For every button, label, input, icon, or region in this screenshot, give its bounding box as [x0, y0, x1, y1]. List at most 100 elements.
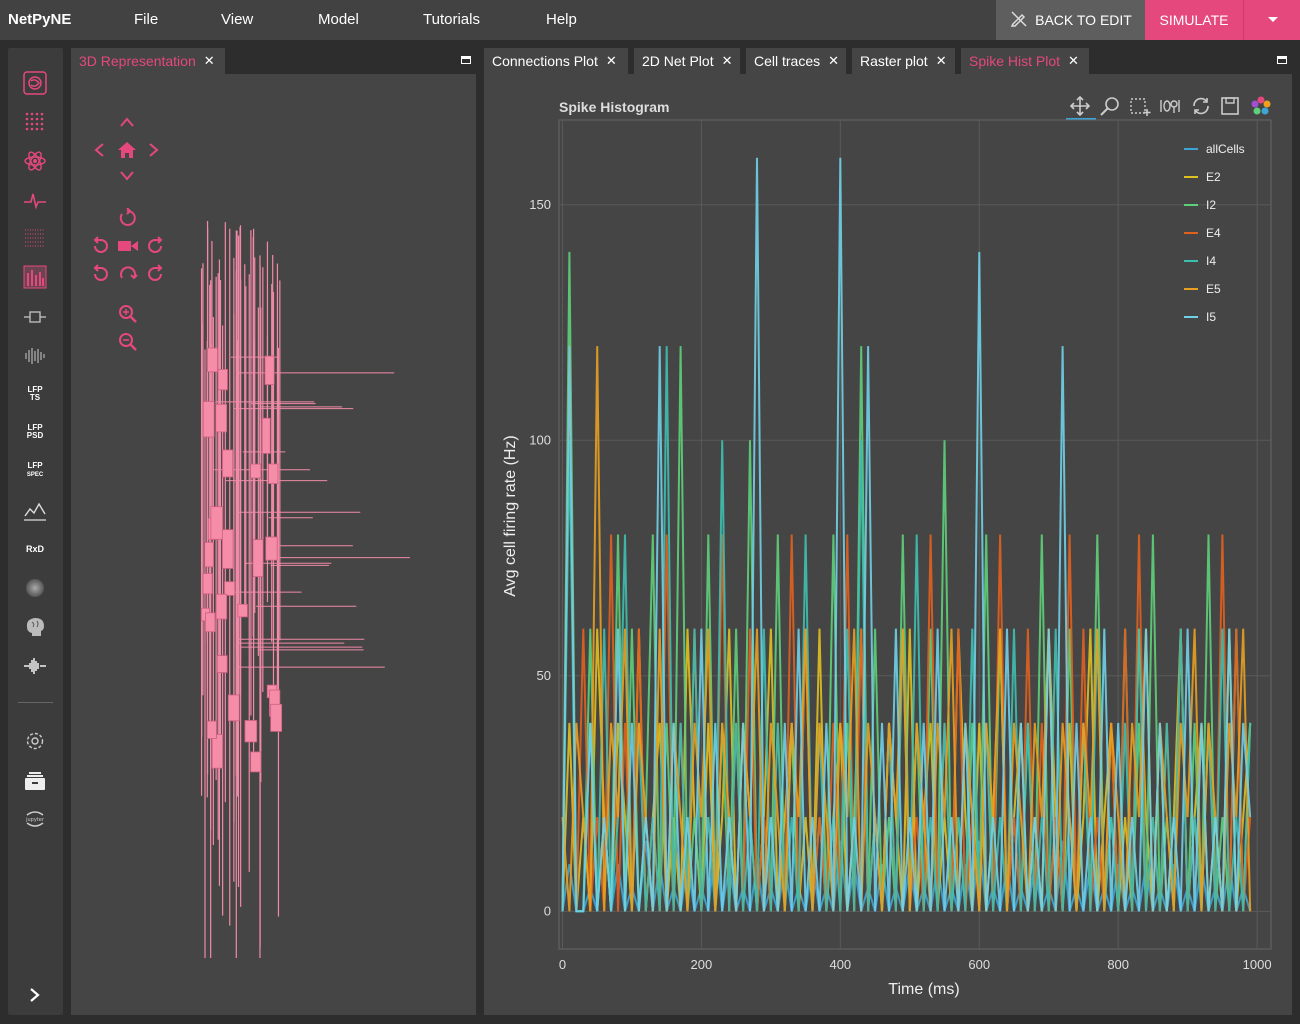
cell-soma	[211, 734, 224, 769]
close-icon[interactable]: ✕	[721, 53, 733, 68]
menu-file[interactable]: File	[134, 11, 159, 28]
spike-histogram-chart[interactable]: 0 200 400 600 800 1000 0 50 100 150 Time (ms) Avg…	[484, 48, 1292, 1015]
gear-icon[interactable]	[20, 728, 50, 754]
pan-down-icon[interactable]	[119, 170, 135, 182]
rxd-icon[interactable]: RxD	[25, 544, 44, 554]
cell-soma	[222, 449, 234, 478]
rotate-icon[interactable]	[117, 208, 137, 228]
pan-right-icon[interactable]	[148, 142, 160, 158]
simulate-dropdown-button[interactable]	[1243, 0, 1300, 40]
lfp-psd-icon[interactable]: LFP PSD	[26, 423, 44, 440]
zoom-in-icon[interactable]	[118, 304, 138, 324]
legend-item[interactable]: I2	[1184, 198, 1216, 212]
legend-item[interactable]: I4	[1184, 254, 1216, 268]
plot-frame	[558, 119, 1272, 950]
cell-soma	[268, 463, 279, 484]
cell-soma	[206, 720, 217, 739]
tab-cell-traces[interactable]: Cell traces ✕	[746, 48, 846, 74]
close-icon[interactable]: ✕	[605, 53, 617, 68]
cell-soma	[252, 539, 264, 578]
legend-swatch	[1184, 232, 1198, 234]
maximize-panel-button[interactable]	[461, 56, 471, 64]
cell-soma	[205, 612, 216, 633]
cell-grid-icon[interactable]	[20, 109, 50, 135]
back-to-edit-label: BACK TO EDIT	[1035, 12, 1132, 28]
zoom-out-icon[interactable]	[118, 332, 138, 352]
menu-tutorials[interactable]: Tutorials	[423, 11, 480, 28]
bokeh-logo-icon[interactable]	[1250, 95, 1272, 117]
x-tick-label: 800	[1107, 957, 1129, 972]
spin-icon[interactable]	[118, 264, 138, 284]
cell-soma	[202, 573, 213, 595]
rotate-left-icon[interactable]	[91, 236, 111, 256]
menu-help[interactable]: Help	[546, 11, 577, 28]
chart-title: Spike Histogram	[559, 99, 670, 115]
tab-3d-representation[interactable]: 3D Representation ✕	[71, 48, 225, 74]
legend-swatch	[1184, 288, 1198, 290]
close-icon[interactable]: ✕	[935, 53, 947, 68]
sidebar-divider	[18, 702, 53, 703]
rotate-ccw-icon[interactable]	[91, 264, 111, 284]
maximize-panel-button[interactable]	[1277, 56, 1287, 64]
series-line-e5	[561, 346, 1252, 912]
cell-soma	[265, 536, 278, 561]
pulse-icon[interactable]	[20, 187, 50, 213]
active-tool-indicator	[1066, 118, 1096, 120]
series-line-allcells	[561, 817, 1252, 913]
sound-wave-icon[interactable]	[20, 653, 50, 679]
line-chart-icon[interactable]	[20, 498, 50, 524]
rotate-right-icon[interactable]	[145, 236, 165, 256]
x-tick-label: 400	[829, 957, 851, 972]
legend-item[interactable]: E5	[1184, 282, 1221, 296]
rotate-cw-icon[interactable]	[145, 264, 165, 284]
legend-label: I4	[1206, 254, 1217, 268]
save-icon[interactable]	[1219, 95, 1241, 117]
cell-soma	[237, 603, 248, 618]
pan-left-icon[interactable]	[93, 142, 105, 158]
legend-item[interactable]: E2	[1184, 170, 1221, 184]
back-to-edit-button[interactable]: BACK TO EDIT	[996, 0, 1145, 40]
tab-2d-net-plot[interactable]: 2D Net Plot ✕	[634, 48, 740, 74]
raster-grid-icon[interactable]	[20, 225, 50, 251]
lfp-ts-icon[interactable]: LFP TS	[27, 385, 43, 402]
tab-connections-plot[interactable]: Connections Plot ✕	[484, 48, 628, 74]
tab-raster-plot[interactable]: Raster plot ✕	[852, 48, 955, 74]
waveform-icon[interactable]	[20, 343, 50, 369]
legend-swatch	[1184, 260, 1198, 262]
menu-model[interactable]: Model	[318, 11, 359, 28]
box-zoom-icon[interactable]	[1129, 95, 1151, 117]
3d-network-view[interactable]	[181, 158, 481, 958]
zoom-icon[interactable]	[1099, 95, 1121, 117]
lfp-spec-icon[interactable]: LFP SPEC	[26, 460, 44, 478]
menu-view[interactable]: View	[221, 11, 254, 28]
cell-soma	[270, 703, 283, 732]
legend-item[interactable]: allCells	[1184, 142, 1245, 156]
legend-swatch	[1184, 316, 1198, 318]
netpyne-logo-icon[interactable]	[20, 70, 50, 96]
y-tick-label: 150	[529, 197, 551, 212]
pan-icon[interactable]	[1069, 95, 1091, 117]
simulate-button[interactable]: SIMULATE	[1145, 0, 1243, 40]
cell-soma	[207, 347, 218, 373]
legend-item[interactable]: E4	[1184, 226, 1221, 240]
wheel-zoom-icon[interactable]	[1159, 95, 1181, 117]
close-icon[interactable]: ✕	[828, 53, 840, 68]
camera-icon[interactable]	[117, 238, 139, 254]
app-brand: NetPyNE	[8, 11, 72, 28]
reset-icon[interactable]	[1190, 95, 1212, 117]
expand-chevron-icon[interactable]	[20, 982, 50, 1008]
histogram-icon[interactable]	[20, 264, 50, 290]
connection-icon[interactable]	[20, 304, 50, 330]
pan-up-icon[interactable]	[119, 116, 135, 128]
tab-spike-hist-plot[interactable]: Spike Hist Plot ✕	[961, 48, 1089, 74]
archive-icon[interactable]	[20, 768, 50, 794]
legend-item[interactable]: I5	[1184, 310, 1216, 324]
brain-icon[interactable]	[20, 614, 50, 640]
x-tick-label: 600	[968, 957, 990, 972]
atom-icon[interactable]	[20, 148, 50, 174]
close-icon[interactable]: ✕	[203, 53, 215, 68]
jupyter-icon[interactable]: jupyter	[20, 806, 50, 832]
gradient-icon[interactable]	[20, 575, 50, 601]
home-icon[interactable]	[117, 141, 137, 159]
close-icon[interactable]: ✕	[1068, 53, 1079, 68]
